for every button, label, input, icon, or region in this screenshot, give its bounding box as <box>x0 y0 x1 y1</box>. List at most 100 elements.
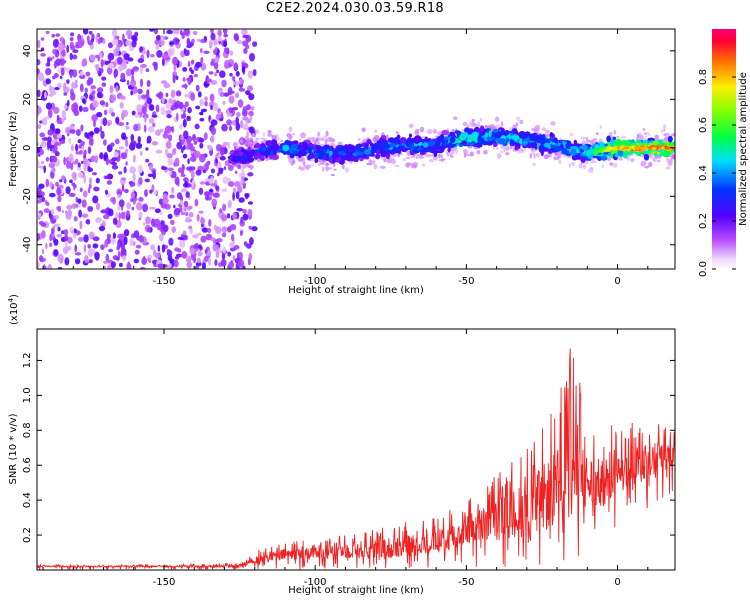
spectrogram-noise-cell <box>109 94 117 103</box>
spectrogram-noise-cell <box>104 175 109 180</box>
spectrogram-noise-cell <box>113 151 119 158</box>
spectrogram-noise-cell <box>221 232 227 238</box>
spectrogram-noise-cell <box>37 124 42 129</box>
spectrogram-halo-cell <box>646 131 650 136</box>
spectrogram-noise-cell <box>198 187 204 195</box>
spectrogram-halo-cell <box>422 163 426 167</box>
spectrogram-noise-cell <box>125 68 133 77</box>
spectrogram-ridge-cell <box>488 130 492 138</box>
spectrogram-halo-cell <box>386 158 392 164</box>
spectrogram-noise-cell <box>39 255 44 262</box>
spectrogram-xlabel: Height of straight line (km) <box>288 285 424 296</box>
spectrogram-noise-cell <box>161 54 168 59</box>
spectrogram-ridge-cell <box>547 148 554 154</box>
spectrogram-noise-cell <box>138 177 143 185</box>
spectrogram-noise-cell <box>118 65 124 72</box>
spectrogram-noise-cell <box>124 188 129 194</box>
spectrogram-halo-cell <box>613 130 617 135</box>
spectrogram-noise-cell <box>69 226 74 232</box>
spectrogram-noise-cell <box>78 105 83 112</box>
spectrogram-noise-cell <box>105 157 109 166</box>
spectrogram-ridge-cell <box>337 151 346 156</box>
spectrogram-noise-cell <box>139 66 143 75</box>
spectrogram-halo-cell <box>489 124 495 131</box>
spectrogram-noise-cell <box>121 109 129 118</box>
spectrogram-ridge-cell <box>587 154 593 160</box>
spectrogram-noise-cell <box>83 157 88 166</box>
spectrogram-halo-cell <box>310 136 313 142</box>
y-tick-label: 0.2 <box>22 527 33 543</box>
spectrogram-noise-cell <box>45 242 48 250</box>
spectrogram-ridge-cell <box>449 136 456 143</box>
spectrogram-noise-cell <box>189 146 196 152</box>
spectrogram-halo-cell <box>599 125 602 129</box>
spectrogram-noise-cell <box>37 212 42 217</box>
spectrogram-noise-cell <box>133 230 140 239</box>
spectrogram-noise-cell <box>107 52 115 61</box>
spectrogram-noise-cell <box>227 142 231 149</box>
spectrogram-ylabel: Frequency (Hz) <box>8 111 19 187</box>
spectrogram-noise-cell <box>51 167 56 173</box>
spectrogram-noise-cell <box>122 33 125 43</box>
spectrogram-ridge-cell <box>580 157 586 163</box>
spectrogram-noise-cell <box>83 149 87 156</box>
spectrogram-noise-cell <box>132 199 136 205</box>
spectrogram-noise-cell <box>74 79 78 84</box>
spectrogram-noise-cell <box>229 224 237 231</box>
spectrogram-ridge-cell <box>667 135 673 143</box>
spectrogram-halo-cell <box>661 129 664 134</box>
spectrogram-ridge-cell <box>526 144 532 149</box>
spectrogram-noise-cell <box>242 209 247 214</box>
spectrogram-noise-cell <box>155 129 161 136</box>
spectrogram-ridge-cell <box>571 154 578 161</box>
spectrogram-ridge-cell <box>443 141 448 146</box>
spectrogram-noise-cell <box>63 234 69 242</box>
spectrogram-noise-cell <box>197 91 202 98</box>
spectrogram-noise-cell <box>109 85 114 94</box>
spectrogram-noise-cell <box>73 184 77 189</box>
spectrogram-noise-cell <box>73 172 77 181</box>
spectrogram-noise-cell <box>218 167 224 172</box>
spectrogram-peak-cell <box>594 149 600 153</box>
spectrogram-ridge-cell <box>381 139 388 145</box>
spectrogram-halo-cell <box>372 159 376 166</box>
spectrogram-noise-cell <box>214 72 217 77</box>
spectrogram-ridge-cell <box>510 139 515 145</box>
spectrogram-noise-cell <box>220 259 227 267</box>
spectrogram-noise-cell <box>65 186 71 195</box>
spectrogram-ridge-cell <box>443 136 448 141</box>
spectrogram-noise-cell <box>243 241 248 246</box>
spectrogram-noise-cell <box>198 244 202 249</box>
spectrogram-noise-cell <box>144 178 150 183</box>
spectrogram-ridge-cell <box>440 133 445 140</box>
spectrogram-noise-cell <box>100 209 107 214</box>
spectrogram-noise-cell <box>196 257 201 264</box>
spectrogram-halo-cell <box>559 155 562 159</box>
spectrogram-halo-cell <box>496 147 499 150</box>
spectrogram-halo-cell <box>235 142 239 147</box>
spectrogram-noise-cell <box>132 172 136 182</box>
spectrogram-noise-cell <box>238 87 244 92</box>
spectrogram-noise-cell <box>208 71 214 75</box>
spectrogram-noise-cell <box>183 29 190 36</box>
spectrogram-halo-cell <box>366 162 372 166</box>
spectrogram-noise-cell <box>98 72 102 77</box>
spectrogram-halo-cell <box>300 166 305 171</box>
spectrogram-noise-cell <box>147 227 151 233</box>
spectrogram-noise-cell <box>144 115 147 123</box>
spectrogram-noise-cell <box>147 173 154 177</box>
spectrogram-noise-cell <box>113 68 119 78</box>
spectrogram-noise-cell <box>41 248 45 255</box>
spectrogram-noise-cell <box>133 258 140 264</box>
spectrogram-noise-cell <box>111 165 119 170</box>
spectrogram-noise-cell <box>134 31 139 38</box>
spectrogram-noise-cell <box>123 236 128 246</box>
spectrogram-ridge-cell <box>565 143 570 149</box>
spectrogram-noise-cell <box>144 189 148 198</box>
spectrogram-noise-cell <box>168 171 172 176</box>
spectrogram-ridge-cell <box>237 164 241 169</box>
spectrogram-noise-cell <box>242 213 249 221</box>
spectrogram-halo-cell <box>385 134 389 141</box>
spectrogram-noise-cell <box>146 135 152 144</box>
spectrogram-noise-cell <box>151 114 158 118</box>
